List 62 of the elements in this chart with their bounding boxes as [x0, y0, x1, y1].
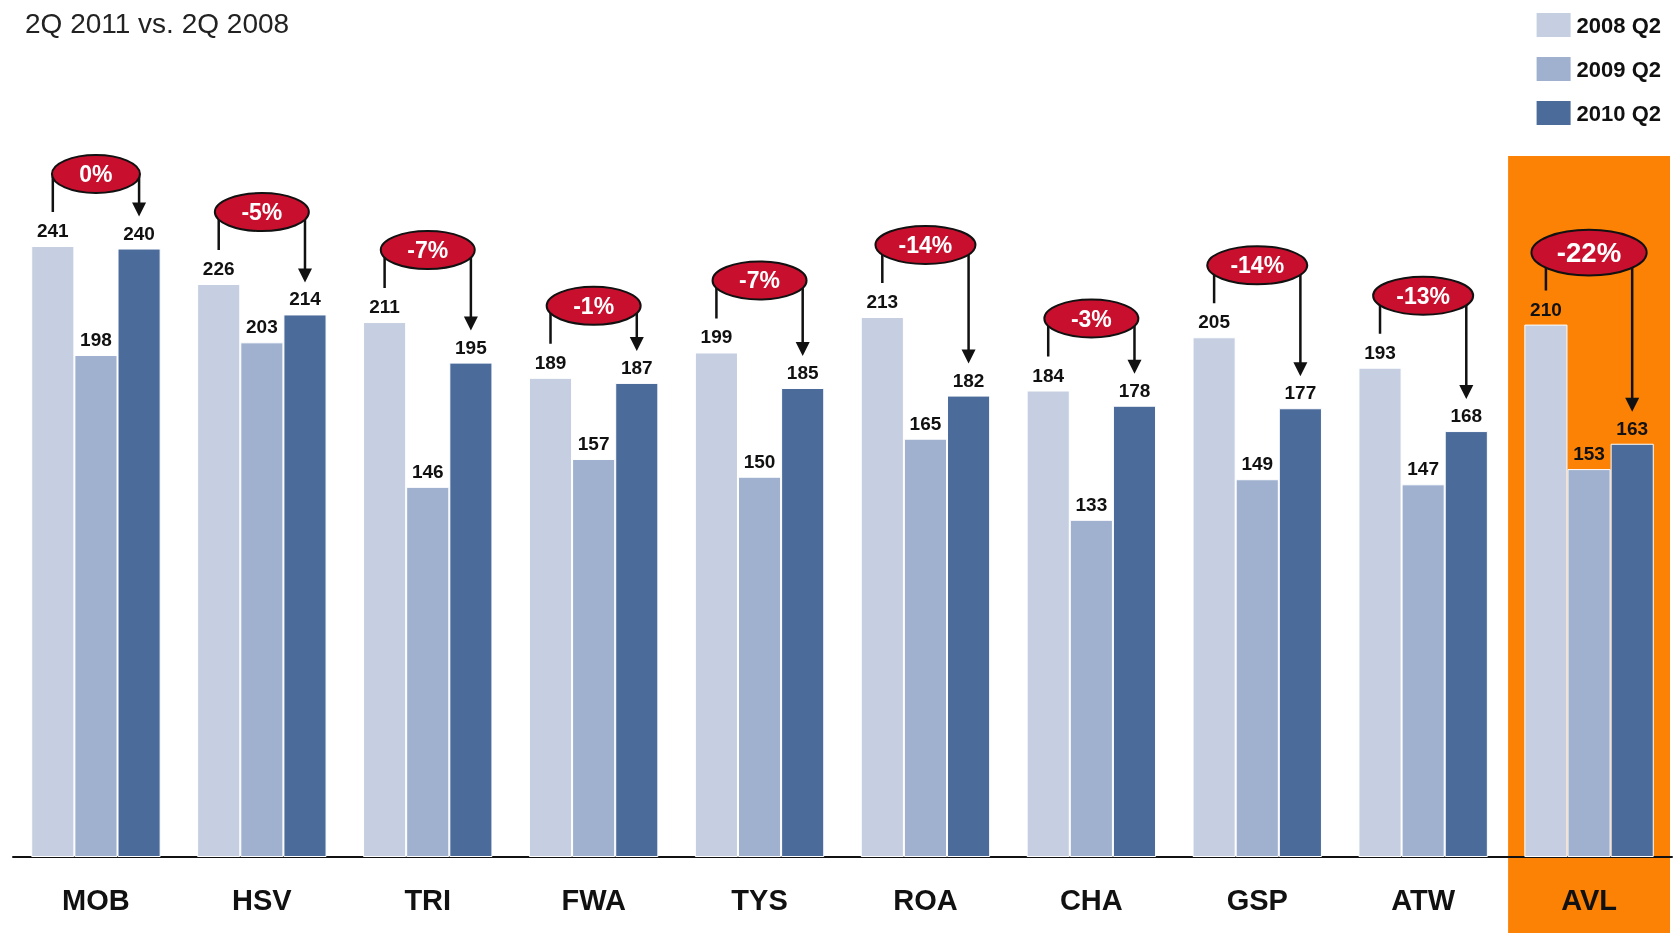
x-tick-label: AVL	[1561, 883, 1617, 916]
legend-label: 2008 Q2	[1576, 12, 1661, 38]
data-label: 214	[289, 288, 322, 310]
data-label: 163	[1616, 417, 1649, 439]
annotation: -14%	[1230, 252, 1285, 279]
data-label: 193	[1364, 341, 1396, 363]
data-label: 150	[743, 450, 776, 472]
x-tick-label: CHA	[1059, 883, 1123, 916]
percent-badge: -22%	[1530, 228, 1648, 277]
data-label: 211	[369, 296, 401, 318]
legend-label: 2009 Q2	[1576, 56, 1661, 82]
x-tick-label: GSP	[1226, 883, 1288, 916]
x-tick-label: TYS	[731, 883, 788, 916]
data-label: 195	[455, 336, 488, 358]
data-label: 203	[246, 316, 278, 338]
legend-label: 2010 Q2	[1576, 100, 1661, 126]
data-label: 153	[1573, 443, 1605, 465]
data-label: 205	[1198, 311, 1231, 333]
x-tick-label: FWA	[561, 883, 626, 916]
percent-badge: 0%	[50, 154, 141, 194]
data-label: 185	[786, 361, 819, 383]
data-label: 210	[1530, 298, 1562, 320]
annotation: -22%	[1556, 237, 1622, 269]
x-tick-label: HSV	[232, 883, 293, 916]
data-label: 199	[700, 326, 733, 348]
x-tick-label: ATW	[1391, 883, 1456, 916]
percent-badge: -7%	[711, 260, 808, 301]
annotation: -3%	[1070, 305, 1112, 332]
data-label: 240	[123, 222, 155, 244]
x-tick-label: MOB	[62, 883, 130, 916]
annotation: -1%	[573, 292, 615, 319]
chart-title: 2Q 2011 vs. 2Q 2008	[25, 7, 290, 39]
data-label: 177	[1284, 382, 1317, 404]
percent-badge: -14%	[874, 225, 977, 265]
percent-badge: -14%	[1206, 245, 1309, 286]
percent-badge: -1%	[545, 285, 642, 326]
data-label: 147	[1407, 458, 1439, 480]
data-label: 146	[411, 460, 444, 482]
data-label: 226	[202, 258, 235, 280]
x-tick-label: ROA	[893, 883, 958, 916]
percent-badge: -5%	[213, 192, 310, 233]
data-label: 168	[1450, 405, 1483, 427]
data-label: 149	[1241, 453, 1274, 475]
data-label: 198	[80, 329, 112, 351]
data-label: 182	[952, 369, 985, 391]
percent-badge: -13%	[1372, 275, 1475, 316]
annotation: -7%	[407, 237, 449, 264]
data-label: 157	[577, 432, 610, 454]
data-label: 133	[1075, 493, 1108, 515]
data-label: 165	[909, 412, 942, 434]
data-label: 187	[620, 356, 653, 378]
percent-badge: -7%	[379, 230, 476, 271]
data-label: 189	[534, 351, 567, 373]
percent-badge: -3%	[1043, 298, 1140, 339]
data-label: 241	[36, 220, 70, 241]
x-tick-label: TRI	[404, 883, 452, 916]
data-label: 184	[1032, 364, 1065, 386]
data-label: 213	[866, 290, 899, 312]
annotation: -14%	[898, 231, 953, 258]
annotation: -13%	[1396, 282, 1450, 309]
data-label: 178	[1118, 379, 1151, 401]
annotation: -7%	[739, 267, 780, 294]
